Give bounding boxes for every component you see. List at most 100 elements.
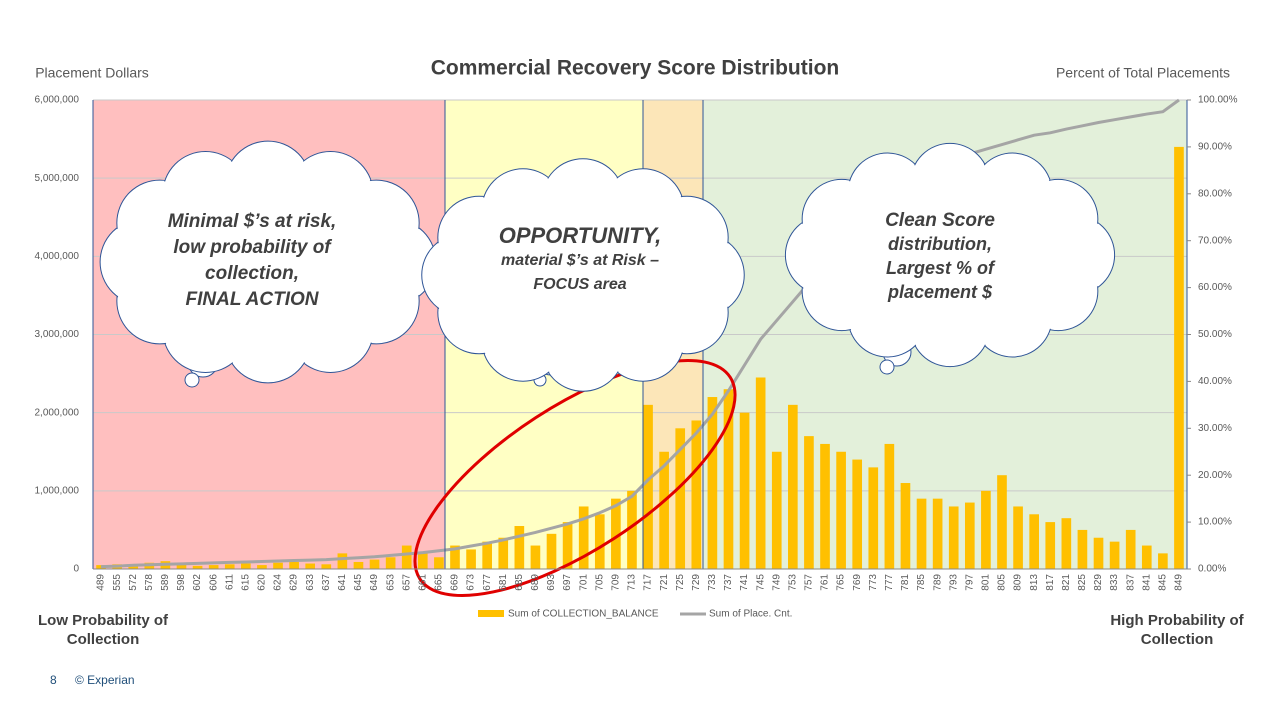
y2-tick-label: 60.00% xyxy=(1198,282,1232,293)
x-tick-label: 781 xyxy=(900,574,911,591)
bar xyxy=(707,397,718,569)
cloud-text: Clean Score xyxy=(885,210,995,231)
x-tick-label: 620 xyxy=(257,574,268,591)
x-tick-label: 677 xyxy=(482,574,493,591)
bar xyxy=(1174,146,1184,569)
bar xyxy=(224,564,235,569)
x-tick-label: 669 xyxy=(450,574,461,591)
bar xyxy=(932,498,943,569)
bar xyxy=(659,451,669,569)
cloud: OPPORTUNITY, material $’s at Risk – FOCUS … xyxy=(421,158,745,392)
y-axis-title: Placement Dollars xyxy=(35,65,149,81)
x-tick-label: 641 xyxy=(337,574,348,591)
bar xyxy=(257,565,267,569)
bar xyxy=(578,506,589,569)
bar xyxy=(643,404,653,569)
x-tick-label: 645 xyxy=(353,574,364,591)
y-tick-label: 2,000,000 xyxy=(35,407,80,418)
x-tick-label: 733 xyxy=(707,574,718,591)
bar xyxy=(385,557,396,569)
x-tick-label: 761 xyxy=(820,574,831,591)
bar xyxy=(916,498,927,569)
x-tick-label: 717 xyxy=(643,574,654,591)
bar xyxy=(804,436,814,569)
x-tick-label: 637 xyxy=(321,574,332,591)
bar xyxy=(208,565,219,569)
x-tick-label: 837 xyxy=(1125,574,1136,591)
bar xyxy=(1029,514,1039,569)
cloud-text: Minimal $’s at risk, xyxy=(168,211,337,232)
bar xyxy=(514,526,525,569)
x-axis-right-label: High Probability of Collection xyxy=(1110,612,1244,648)
cloud-bubble xyxy=(184,372,200,388)
bar xyxy=(289,561,299,569)
x-tick-label: 729 xyxy=(691,574,702,591)
bar xyxy=(1141,545,1152,569)
bar xyxy=(1013,506,1023,569)
x-tick-label: 611 xyxy=(224,574,235,590)
x-tick-label: 809 xyxy=(1013,574,1024,591)
bar xyxy=(675,428,686,569)
x-tick-label: 757 xyxy=(804,574,815,591)
bar xyxy=(1109,541,1120,569)
bar xyxy=(305,563,316,569)
page-number: 8 xyxy=(50,673,57,687)
cloud-fill xyxy=(463,200,703,350)
cloud-text: distribution, xyxy=(888,234,992,254)
x-tick-label: 797 xyxy=(964,574,975,591)
bar xyxy=(369,559,380,569)
bar xyxy=(1077,529,1088,569)
x-tick-label: 849 xyxy=(1174,574,1185,591)
bar xyxy=(192,565,203,569)
highlight-ellipse xyxy=(413,359,737,597)
bar xyxy=(981,490,991,569)
x-tick-label: 555 xyxy=(112,574,123,591)
bar xyxy=(482,541,492,569)
x-tick-label: 673 xyxy=(466,574,477,591)
cloud-text: low probability of xyxy=(173,237,332,258)
bar xyxy=(771,451,782,569)
bar xyxy=(546,533,557,569)
bar xyxy=(176,564,187,569)
x-tick-label: 813 xyxy=(1029,574,1040,591)
x-tick-label: 697 xyxy=(562,574,573,591)
line xyxy=(101,98,1180,569)
bar xyxy=(691,420,702,569)
legend-label: Sum of Place. Cnt. xyxy=(709,609,792,620)
bar xyxy=(337,553,348,569)
cloud-fill xyxy=(143,184,393,340)
x-tick-label: 753 xyxy=(787,574,798,591)
bar xyxy=(96,565,106,569)
bar xyxy=(273,562,283,569)
bar xyxy=(788,404,798,569)
x-tick-label: 833 xyxy=(1109,574,1120,591)
x-tick-label: 681 xyxy=(498,574,509,591)
x-tick-label: 785 xyxy=(916,574,927,591)
y-tick-label: 1,000,000 xyxy=(35,485,80,496)
bar xyxy=(868,467,879,569)
cloud-text: Largest % of xyxy=(886,258,996,278)
x-tick-label: 689 xyxy=(530,574,541,591)
x-tick-label: 801 xyxy=(981,574,992,591)
cloud-text: FOCUS area xyxy=(533,276,626,293)
x-tick-label: 745 xyxy=(755,574,766,591)
x-tick-label: 624 xyxy=(273,574,284,591)
x-tick-label: 765 xyxy=(836,574,847,591)
cloud-fill xyxy=(825,183,1075,327)
bar xyxy=(353,561,364,569)
x-tick-label: 721 xyxy=(659,574,670,591)
x-tick-label: 825 xyxy=(1077,574,1088,591)
x-tick-label: 713 xyxy=(627,574,638,591)
bar xyxy=(450,545,460,569)
x-tick-label: 805 xyxy=(997,574,1008,591)
bar xyxy=(820,443,830,569)
x-tick-label: 777 xyxy=(884,574,895,591)
y2-tick-label: 0.00% xyxy=(1198,564,1226,575)
bar xyxy=(852,459,863,569)
bar xyxy=(836,451,846,569)
y2-axis-title: Percent of Total Placements xyxy=(1056,65,1230,81)
bar xyxy=(1158,553,1168,569)
x-tick-label: 737 xyxy=(723,574,734,591)
